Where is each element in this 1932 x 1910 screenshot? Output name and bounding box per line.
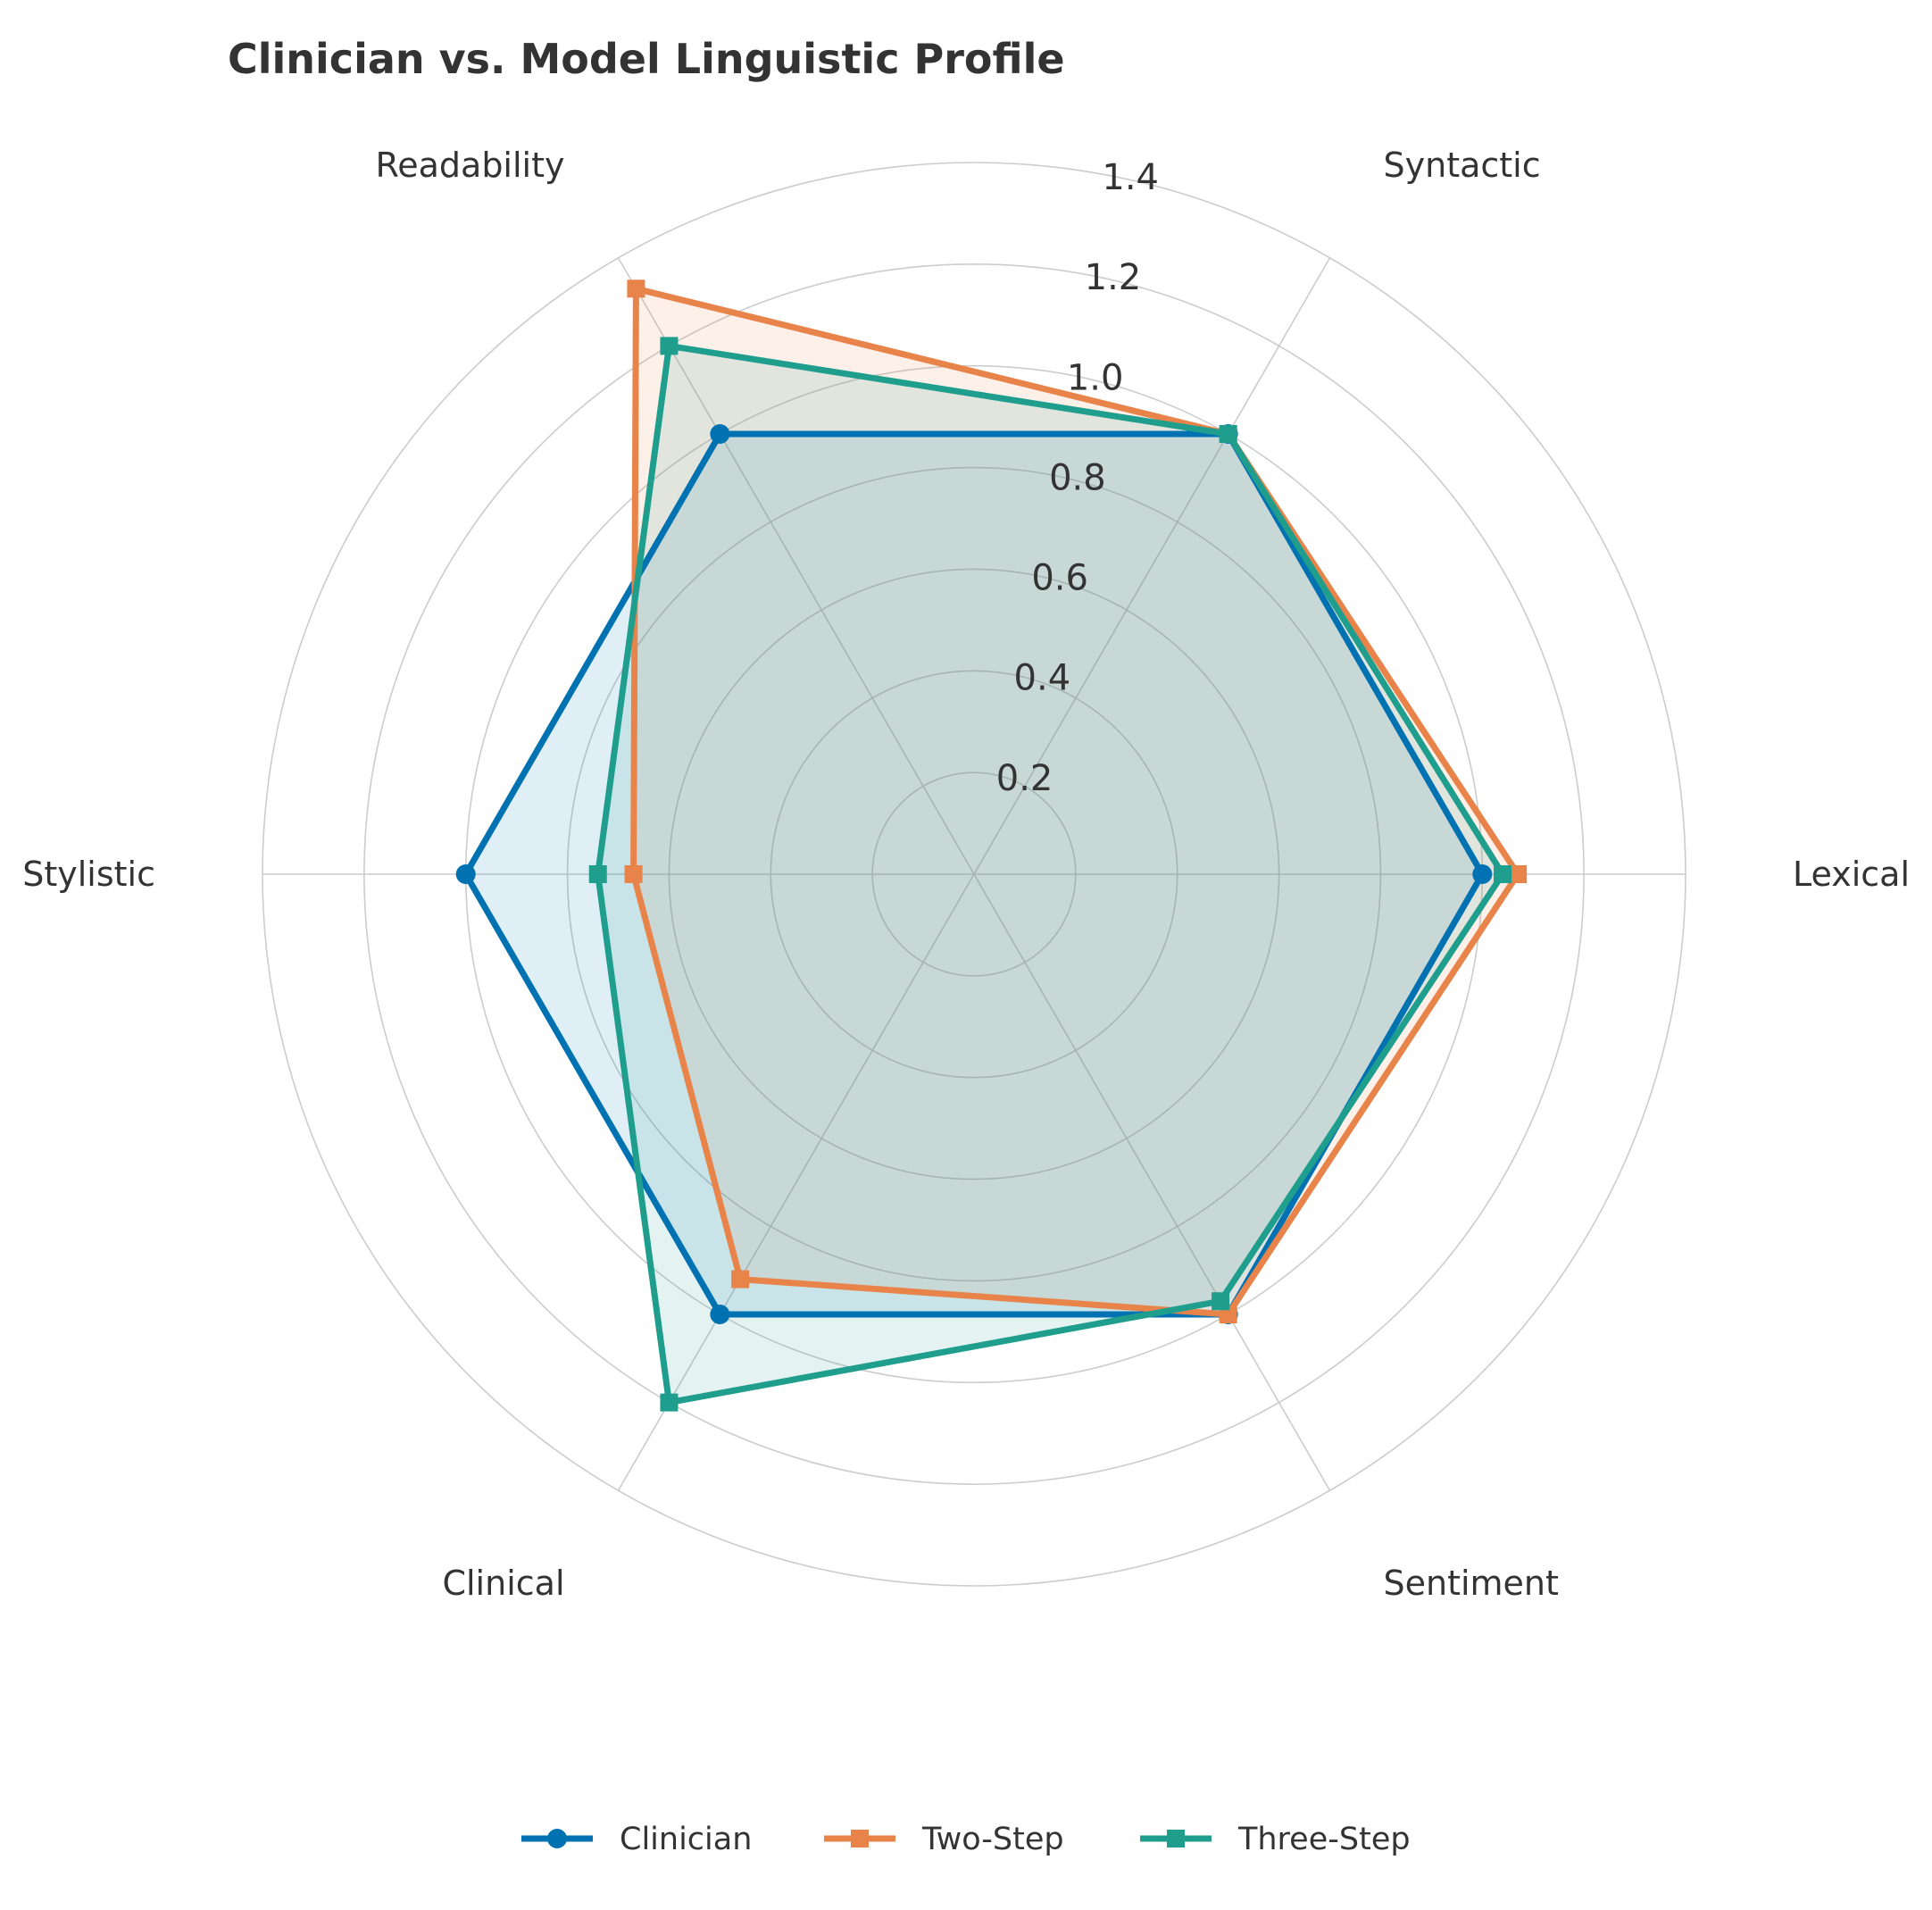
axis-label: Syntactic xyxy=(1384,146,1541,185)
legend-item[interactable]: Clinician xyxy=(521,1822,752,1857)
series-fill xyxy=(465,434,1483,1314)
axis-label: Stylistic xyxy=(22,855,155,894)
legend[interactable]: Clinician Two-Step Three-Step xyxy=(521,1822,1411,1857)
data-point xyxy=(1472,864,1493,884)
data-point xyxy=(588,865,607,883)
legend-marker xyxy=(851,1830,869,1847)
axis-spoke xyxy=(973,873,1331,1491)
data-point xyxy=(1494,865,1512,883)
radial-tick-label: 1.2 xyxy=(1085,257,1142,298)
axis-label: Sentiment xyxy=(1384,1564,1559,1603)
axis-label: Readability xyxy=(376,146,565,185)
data-point xyxy=(710,423,730,444)
data-point xyxy=(660,1393,679,1412)
radial-ticks: 0.2 0.4 0.6 0.8 1.0 1.2 1.4 xyxy=(996,157,1159,799)
axis-spoke xyxy=(617,257,975,875)
data-point xyxy=(624,865,643,883)
data-point xyxy=(1212,1292,1230,1311)
data-point xyxy=(710,1305,730,1325)
radial-tick-label: 0.6 xyxy=(1031,558,1088,599)
radial-tick-label: 0.2 xyxy=(996,758,1053,799)
series-fill xyxy=(597,346,1503,1403)
legend-label: Three-Step xyxy=(1237,1822,1411,1857)
legend-item[interactable]: Two-Step xyxy=(824,1822,1064,1857)
legend-marker xyxy=(547,1829,567,1848)
axis-spoke xyxy=(617,873,975,1491)
legend-item[interactable]: Three-Step xyxy=(1140,1822,1411,1857)
data-point xyxy=(660,337,679,355)
data-point xyxy=(455,864,476,884)
data-point xyxy=(627,279,645,298)
axis-labels: Lexical Syntactic Readability Stylistic Clin… xyxy=(22,146,1910,1603)
radial-tick-label: 0.4 xyxy=(1014,658,1071,699)
chart-title: Clinician vs. Model Linguistic Profile xyxy=(228,35,1065,83)
axis-label: Clinical xyxy=(442,1564,564,1603)
radial-tick-label: 0.8 xyxy=(1049,457,1106,498)
legend-label: Clinician xyxy=(620,1822,752,1857)
axis-label: Lexical xyxy=(1793,855,1910,894)
series-layer xyxy=(455,279,1528,1412)
radial-tick-label: 1.4 xyxy=(1102,157,1159,198)
data-point xyxy=(731,1270,750,1289)
legend-label: Two-Step xyxy=(921,1822,1064,1857)
legend-marker xyxy=(1167,1830,1185,1847)
radial-tick-label: 1.0 xyxy=(1067,357,1124,398)
data-point xyxy=(1509,865,1528,883)
axis-spoke xyxy=(973,257,1331,875)
data-point xyxy=(1219,424,1237,443)
